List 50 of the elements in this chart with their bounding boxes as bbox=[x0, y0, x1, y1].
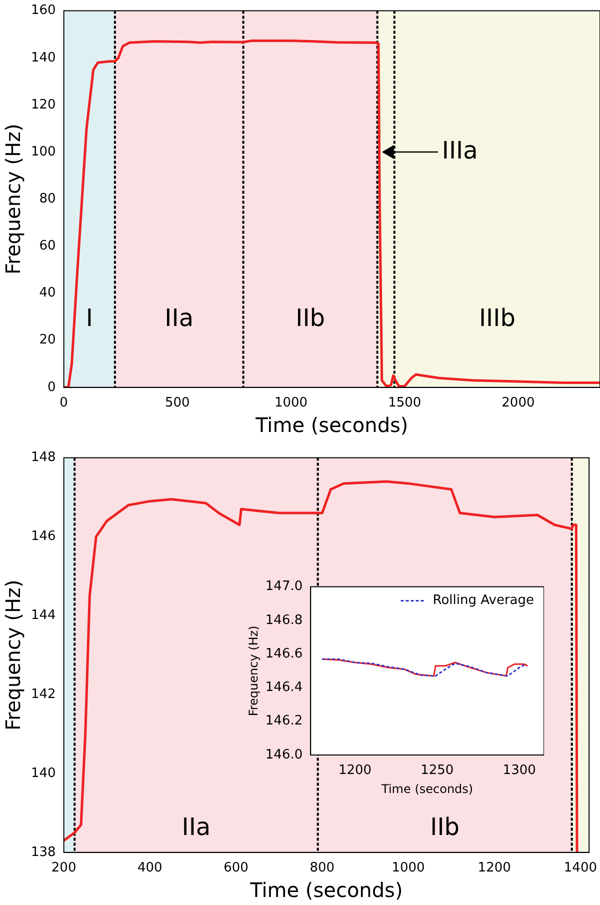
y-tick-label: 146.2 bbox=[265, 714, 303, 729]
band-label: IIa bbox=[164, 304, 194, 332]
y-tick-label: 40 bbox=[39, 286, 56, 301]
x-axis-title: Time (seconds) bbox=[254, 413, 408, 438]
x-tick-label: 1250 bbox=[420, 763, 454, 778]
y-tick-label: 148 bbox=[30, 450, 56, 466]
x-tick-label: 2000 bbox=[502, 396, 535, 411]
band-label: IIa bbox=[182, 812, 211, 841]
legend-label: Rolling Average bbox=[432, 593, 534, 608]
y-tick-label: 138 bbox=[30, 844, 56, 860]
x-tick-label: 600 bbox=[224, 860, 248, 876]
y-axis-title: Frequency (Hz) bbox=[246, 626, 260, 716]
x-tick-label: 1200 bbox=[478, 860, 511, 876]
y-axis-title: Frequency (Hz) bbox=[1, 580, 26, 731]
y-tick-label: 146.0 bbox=[265, 747, 303, 762]
y-tick-label: 146.8 bbox=[265, 612, 303, 628]
y-tick-label: 100 bbox=[30, 144, 56, 160]
y-tick-label: 120 bbox=[30, 97, 56, 112]
x-tick-label: 1500 bbox=[388, 396, 422, 411]
x-tick-label: 1000 bbox=[274, 396, 308, 411]
y-axis-title: Frequency (Hz) bbox=[1, 124, 26, 275]
y-tick-label: 60 bbox=[39, 238, 56, 254]
x-axis-title: Time (seconds) bbox=[380, 782, 474, 796]
y-tick-label: 140 bbox=[30, 766, 56, 781]
y-tick-label: 142 bbox=[30, 686, 56, 702]
x-tick-label: 500 bbox=[165, 396, 190, 411]
x-tick-label: 800 bbox=[310, 860, 335, 876]
band-label: IIb bbox=[296, 304, 326, 332]
y-tick-label: 146.6 bbox=[265, 646, 303, 662]
annotation: IIIa bbox=[442, 136, 478, 164]
x-tick-label: 400 bbox=[138, 860, 162, 876]
y-tick-label: 140 bbox=[30, 50, 56, 66]
y-tick-label: 146.4 bbox=[265, 680, 303, 696]
y-tick-label: 0 bbox=[48, 380, 56, 395]
x-tick-label: 0 bbox=[60, 396, 68, 411]
band-label: I bbox=[86, 304, 93, 332]
x-tick-label: 1000 bbox=[392, 860, 425, 876]
y-tick-label: 20 bbox=[39, 332, 56, 348]
y-tick-label: 80 bbox=[39, 191, 56, 206]
x-tick-label: 1400 bbox=[564, 860, 598, 876]
y-tick-label: 147.0 bbox=[265, 579, 303, 594]
band-label: IIIb bbox=[478, 304, 516, 332]
x-tick-label: 200 bbox=[51, 860, 76, 876]
x-axis-title: Time (seconds) bbox=[249, 878, 403, 902]
x-tick-label: 1300 bbox=[502, 763, 536, 778]
y-tick-label: 160 bbox=[30, 3, 56, 18]
x-tick-label: 1200 bbox=[338, 763, 372, 778]
band-label: IIb bbox=[430, 812, 460, 841]
y-tick-label: 144 bbox=[30, 608, 56, 624]
y-tick-label: 146 bbox=[30, 529, 56, 544]
